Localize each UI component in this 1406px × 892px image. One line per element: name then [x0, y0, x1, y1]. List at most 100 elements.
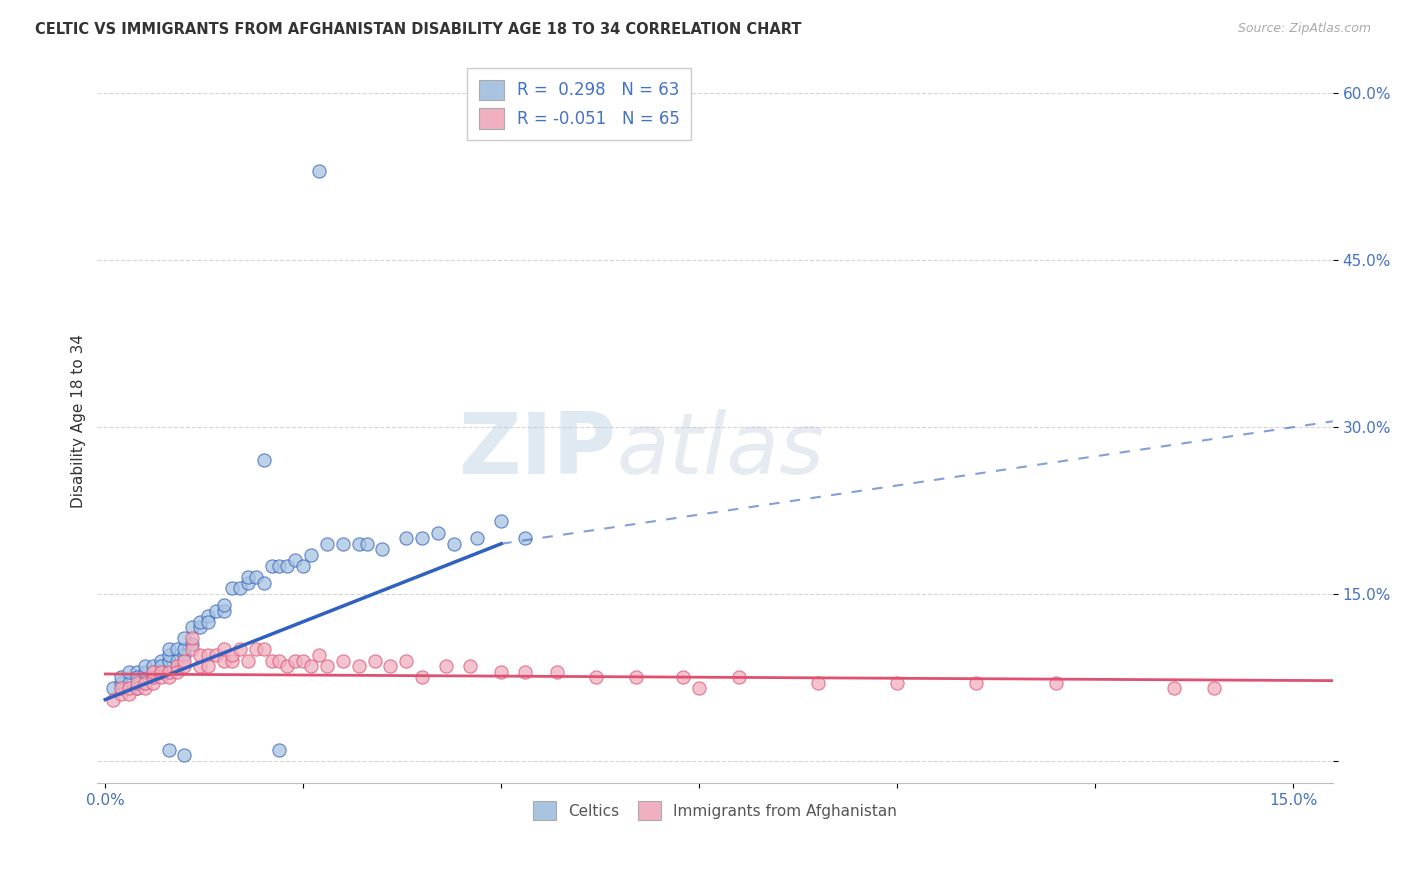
Point: [173, 648, 195, 662]
Point: [149, 670, 172, 684]
Text: ZIP: ZIP: [458, 409, 616, 491]
Point: [513, 665, 536, 679]
Point: [166, 659, 188, 673]
Point: [125, 681, 148, 696]
Point: [212, 654, 235, 668]
Text: Source: ZipAtlas.com: Source: ZipAtlas.com: [1237, 22, 1371, 36]
Point: [134, 659, 156, 673]
Y-axis label: Disability Age 18 to 34: Disability Age 18 to 34: [72, 334, 86, 508]
Point: [181, 642, 204, 657]
Point: [157, 654, 180, 668]
Point: [173, 642, 195, 657]
Point: [110, 687, 132, 701]
Point: [221, 648, 243, 662]
Point: [181, 637, 204, 651]
Point: [371, 542, 394, 557]
Point: [157, 648, 180, 662]
Point: [347, 659, 370, 673]
Point: [513, 531, 536, 545]
Point: [134, 676, 156, 690]
Point: [197, 648, 219, 662]
Point: [727, 670, 749, 684]
Point: [253, 642, 276, 657]
Point: [546, 665, 568, 679]
Point: [125, 676, 148, 690]
Point: [142, 665, 165, 679]
Point: [886, 676, 908, 690]
Point: [245, 570, 267, 584]
Point: [181, 620, 204, 634]
Point: [260, 559, 283, 574]
Point: [166, 665, 188, 679]
Point: [284, 553, 307, 567]
Point: [443, 537, 465, 551]
Point: [197, 609, 219, 624]
Point: [236, 575, 259, 590]
Point: [205, 648, 228, 662]
Point: [221, 654, 243, 668]
Point: [245, 642, 267, 657]
Point: [236, 654, 259, 668]
Point: [253, 575, 276, 590]
Point: [188, 648, 211, 662]
Point: [308, 648, 330, 662]
Point: [395, 531, 418, 545]
Point: [134, 676, 156, 690]
Point: [688, 681, 710, 696]
Point: [1045, 676, 1067, 690]
Point: [173, 654, 195, 668]
Point: [363, 654, 385, 668]
Point: [205, 603, 228, 617]
Point: [491, 665, 513, 679]
Point: [166, 654, 188, 668]
Point: [269, 742, 291, 756]
Point: [467, 531, 489, 545]
Point: [434, 659, 457, 673]
Point: [125, 681, 148, 696]
Point: [624, 670, 647, 684]
Point: [458, 659, 481, 673]
Point: [276, 559, 298, 574]
Point: [356, 537, 378, 551]
Point: [299, 548, 322, 562]
Point: [166, 642, 188, 657]
Point: [347, 537, 370, 551]
Point: [411, 531, 433, 545]
Point: [173, 748, 195, 763]
Point: [110, 670, 132, 684]
Point: [118, 665, 141, 679]
Point: [672, 670, 695, 684]
Point: [188, 620, 211, 634]
Point: [284, 654, 307, 668]
Point: [316, 659, 339, 673]
Point: [103, 681, 125, 696]
Point: [212, 603, 235, 617]
Point: [173, 659, 195, 673]
Point: [269, 559, 291, 574]
Point: [118, 681, 141, 696]
Point: [395, 654, 418, 668]
Point: [103, 692, 125, 706]
Point: [110, 676, 132, 690]
Point: [173, 632, 195, 646]
Point: [110, 681, 132, 696]
Point: [260, 654, 283, 668]
Point: [965, 676, 987, 690]
Point: [380, 659, 402, 673]
Point: [125, 665, 148, 679]
Point: [134, 665, 156, 679]
Point: [221, 581, 243, 595]
Text: CELTIC VS IMMIGRANTS FROM AFGHANISTAN DISABILITY AGE 18 TO 34 CORRELATION CHART: CELTIC VS IMMIGRANTS FROM AFGHANISTAN DI…: [35, 22, 801, 37]
Point: [149, 654, 172, 668]
Point: [299, 659, 322, 673]
Point: [411, 670, 433, 684]
Point: [125, 670, 148, 684]
Point: [149, 665, 172, 679]
Point: [197, 615, 219, 629]
Point: [142, 676, 165, 690]
Point: [188, 615, 211, 629]
Point: [807, 676, 830, 690]
Point: [253, 453, 276, 467]
Point: [157, 665, 180, 679]
Point: [142, 659, 165, 673]
